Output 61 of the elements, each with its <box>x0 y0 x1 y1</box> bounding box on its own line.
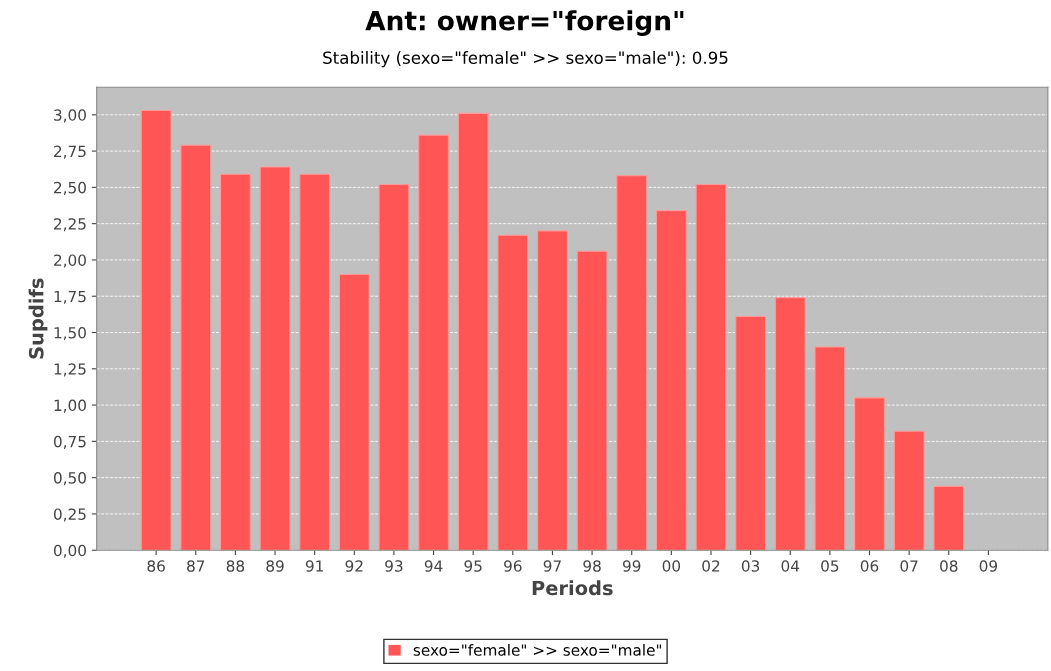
bar <box>854 397 885 551</box>
x-tick-label: 09 <box>979 560 998 572</box>
bar <box>893 430 925 551</box>
bar <box>378 183 410 551</box>
x-tick-label: 04 <box>781 560 800 572</box>
bar <box>576 250 608 551</box>
x-axis-title: Periods <box>532 580 613 596</box>
y-tick-label: 1,25 <box>54 363 86 377</box>
bar <box>180 144 212 551</box>
x-tick-label: 94 <box>424 560 443 572</box>
y-tick-label: 2,50 <box>54 181 86 195</box>
x-tick-label: 05 <box>821 560 839 572</box>
y-tick-label: 0,25 <box>53 508 86 522</box>
x-tick-label: 00 <box>662 560 681 572</box>
x-tick-label: 95 <box>464 560 482 572</box>
bar <box>933 485 965 551</box>
bar <box>418 134 449 551</box>
bar <box>259 166 291 551</box>
y-tick-label: 2,75 <box>54 145 86 159</box>
bar <box>219 173 251 551</box>
x-tick-label: 89 <box>266 560 284 572</box>
bar <box>655 210 687 551</box>
y-tick-label: 1,50 <box>54 326 86 341</box>
bar <box>338 273 370 551</box>
chart-title: Ant: owner="foreign" <box>365 10 684 36</box>
x-tick-label: 96 <box>504 560 522 572</box>
bar <box>774 297 806 551</box>
x-tick-label: 03 <box>741 560 760 572</box>
bar <box>299 173 331 551</box>
y-tick-label: 0,50 <box>53 472 86 486</box>
x-tick-label: 97 <box>543 560 561 572</box>
x-tick-label: 86 <box>147 560 165 572</box>
x-tick-label: 92 <box>345 560 363 572</box>
y-axis-title: Supdifs <box>28 278 48 359</box>
bar <box>457 112 489 551</box>
x-tick-label: 99 <box>622 560 641 572</box>
bar <box>814 346 846 551</box>
x-tick-label: 93 <box>385 560 403 572</box>
bar <box>497 234 529 551</box>
x-tick-label: 06 <box>860 560 879 572</box>
x-tick-label: 88 <box>226 560 245 572</box>
x-tick-label: 98 <box>583 560 601 572</box>
bar <box>140 109 172 551</box>
y-tick-label: 0,75 <box>53 435 86 449</box>
bar <box>616 175 648 551</box>
x-tick-label: 87 <box>187 560 205 572</box>
x-tick-label: 07 <box>900 560 918 572</box>
x-tick-label: 08 <box>940 560 958 572</box>
y-tick-label: 2,25 <box>54 218 86 232</box>
y-tick-label: 3,00 <box>54 109 86 123</box>
y-tick-label: 1,00 <box>54 399 86 413</box>
x-tick-label: 02 <box>702 560 720 572</box>
y-tick-label: 1,75 <box>54 290 86 304</box>
chart-subtitle: Stability (sexo="female" >> sexo="male"): 0.95 <box>323 51 728 68</box>
y-tick-label: 2,00 <box>54 254 86 268</box>
bar <box>735 315 767 551</box>
y-tick-label: 0,00 <box>53 544 86 558</box>
bar <box>695 183 727 551</box>
x-tick-label: 91 <box>305 560 323 572</box>
legend-label: sexo="female" >> sexo="male" <box>413 643 662 656</box>
bar <box>537 230 568 551</box>
